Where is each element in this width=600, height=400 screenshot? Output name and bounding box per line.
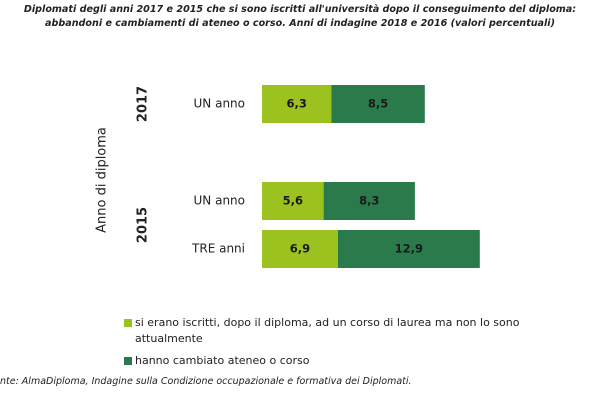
legend-label: hanno cambiato ateneo o corso bbox=[135, 354, 310, 367]
chart-title: Diplomati degli anni 2017 e 2015 che si … bbox=[23, 4, 577, 29]
value-label: 6,9 bbox=[290, 242, 310, 256]
group-label: 2015 bbox=[136, 207, 151, 243]
value-label: 6,3 bbox=[286, 97, 306, 111]
legend-swatch bbox=[124, 319, 132, 327]
category-label: UN anno bbox=[194, 97, 245, 111]
bar-segment bbox=[262, 182, 324, 220]
value-label: 12,9 bbox=[395, 242, 423, 256]
bar-segment bbox=[262, 230, 338, 268]
bar-segment bbox=[331, 85, 425, 123]
value-label: 5,6 bbox=[283, 194, 303, 208]
value-label: 8,3 bbox=[359, 194, 379, 208]
value-label: 8,5 bbox=[368, 97, 388, 111]
source-note: nte: AlmaDiploma, Indagine sulla Condizi… bbox=[0, 376, 412, 387]
y-axis-label: Anno di diploma bbox=[95, 127, 110, 233]
bar-segment bbox=[323, 182, 415, 220]
bar-segment bbox=[337, 230, 480, 268]
legend-swatch bbox=[124, 357, 132, 365]
bar-segment bbox=[262, 85, 332, 123]
category-label: TRE anni bbox=[191, 242, 245, 256]
legend-label: si erano iscritti, dopo il diploma, ad u… bbox=[135, 316, 520, 345]
category-label: UN anno bbox=[194, 194, 245, 208]
group-label: 2017 bbox=[136, 86, 151, 122]
